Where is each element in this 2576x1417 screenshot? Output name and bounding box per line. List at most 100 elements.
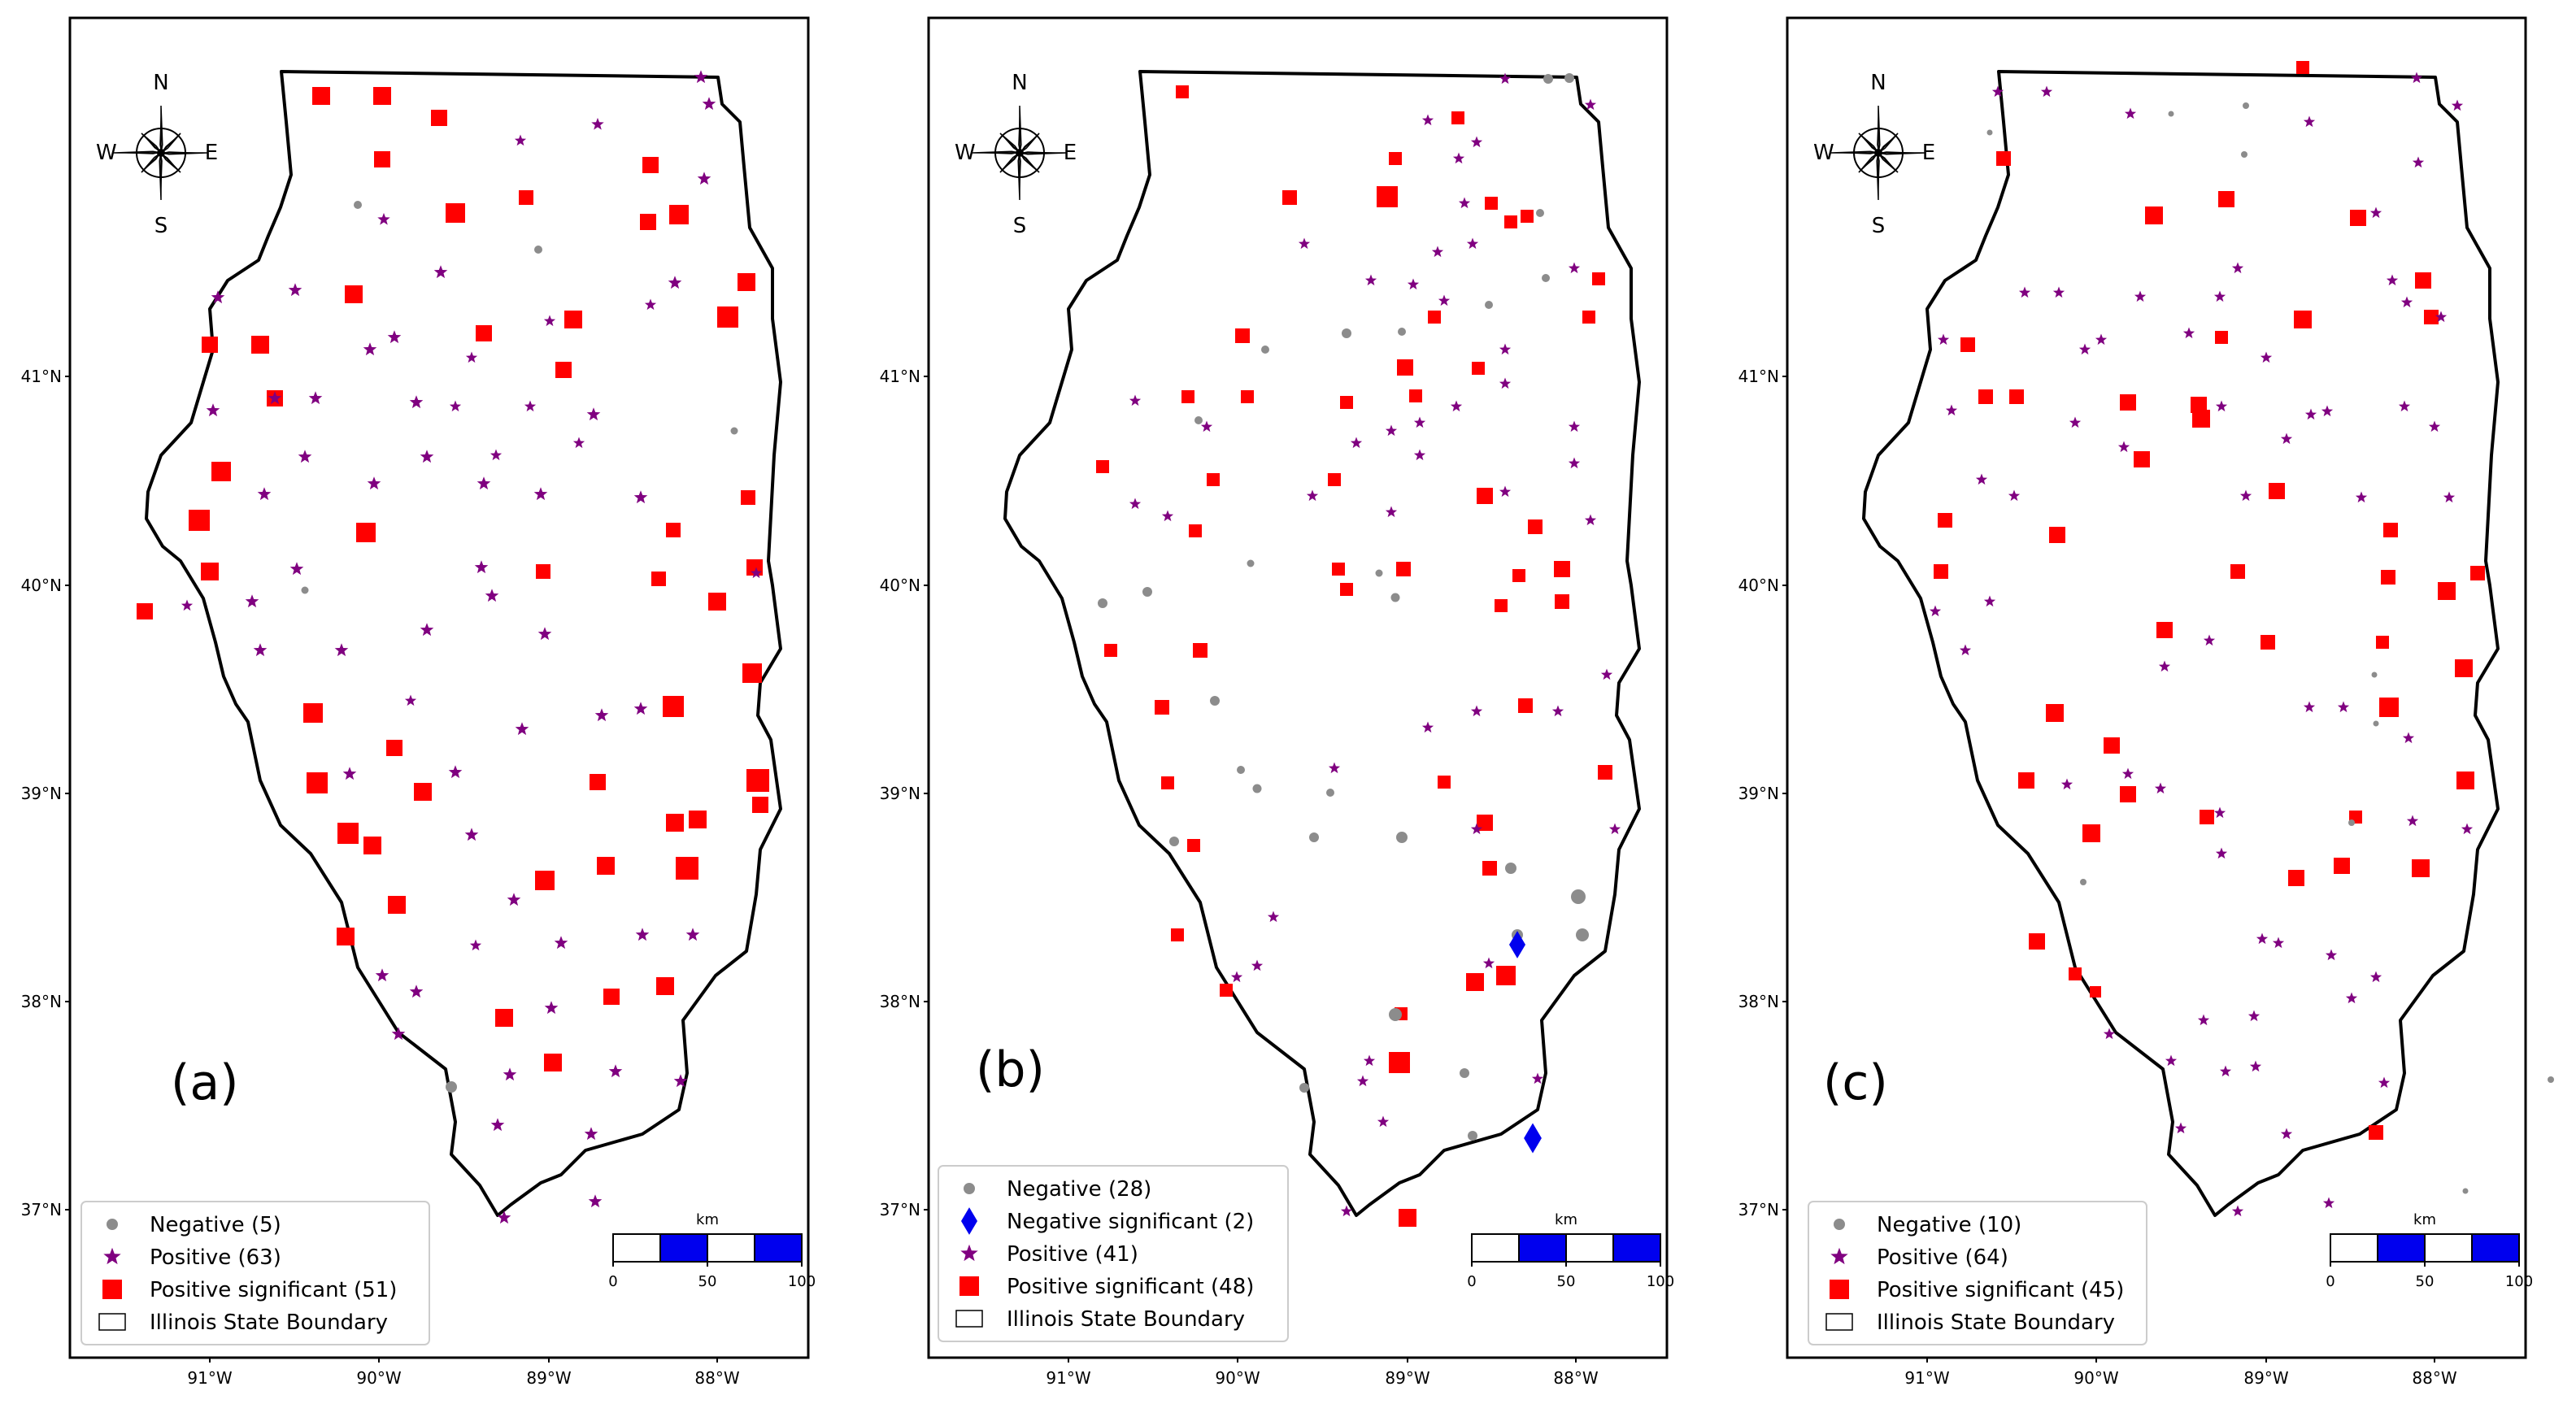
positive-significant-marker (1282, 190, 1297, 205)
positive-marker (1608, 823, 1621, 835)
positive-marker (2215, 400, 2228, 412)
positive-significant-marker (1389, 152, 1402, 165)
negative-marker (1252, 784, 1262, 793)
positive-significant-marker (1104, 644, 1117, 657)
positive-significant-marker (1512, 569, 1525, 582)
scale-label: 100 (2505, 1273, 2533, 1290)
positive-significant-marker (1332, 563, 1345, 576)
positive-significant-marker (2424, 310, 2439, 324)
positive-significant-marker (666, 814, 684, 832)
positive-marker (1385, 506, 1398, 518)
scale-label: 100 (788, 1273, 816, 1290)
positive-significant-marker (1161, 776, 1174, 789)
lat-tick-label: 37°N (1738, 1200, 1779, 1219)
positive-marker (2069, 416, 2082, 428)
positive-significant-marker (373, 87, 391, 105)
positive-significant-marker (1495, 599, 1508, 612)
positive-marker (420, 450, 434, 463)
lon-ticks: 91°W 90°W 89°W 88°W (1904, 1358, 2457, 1388)
positive-marker (694, 70, 708, 84)
legend-label: Negative significant (2) (1007, 1210, 1254, 1234)
positive-marker (334, 643, 349, 657)
positive-significant-marker (1555, 594, 1569, 609)
positive-significant-marker (519, 190, 533, 205)
positive-significant-marker (476, 325, 492, 341)
negative-marker (2371, 672, 2378, 678)
positive-significant-marker (640, 214, 656, 230)
lon-tick-label: 91°W (1046, 1368, 1090, 1388)
positive-marker (2428, 420, 2441, 432)
positive-marker (1306, 489, 1319, 502)
positive-marker (1328, 762, 1341, 774)
negative-marker (1326, 789, 1334, 797)
positive-marker (668, 276, 682, 289)
positive-marker (644, 298, 657, 311)
positive-significant-marker (1477, 815, 1493, 831)
positive-significant-marker (1189, 524, 1202, 537)
negative-marker (1098, 598, 1107, 608)
lat-ticks: 41°N 40°N 39°N 38°N 37°N (880, 367, 929, 1219)
legend-label: Positive (63) (150, 1245, 281, 1270)
positive-significant-marker (337, 823, 359, 844)
positive-significant-marker (1504, 215, 1517, 228)
scale-label: 0 (2326, 1273, 2334, 1290)
positive-marker (2231, 262, 2244, 274)
map-c: 41°N 40°N 39°N 38°N 37°N 91°W 90°W 89°W 88°W N S… (1738, 16, 2554, 1388)
positive-marker (1959, 644, 1972, 656)
positive-significant-marker (717, 306, 738, 328)
positive-significant-marker (2192, 410, 2210, 428)
positive-significant-marker (1409, 389, 1422, 402)
lon-tick-label: 89°W (1385, 1368, 1429, 1388)
compass-e-label: E (205, 141, 218, 165)
compass-w-label: W (1813, 141, 1834, 165)
negative-marker (1142, 587, 1152, 597)
compass-rose-icon: N S E W (1813, 71, 1935, 238)
positive-marker (960, 1244, 978, 1262)
positive-significant-marker (2046, 704, 2064, 722)
positive-marker (2406, 815, 2419, 827)
positive-marker (514, 134, 527, 146)
positive-marker (1929, 605, 1942, 617)
positive-significant-marker (2261, 635, 2275, 650)
negative-marker (446, 1081, 457, 1093)
positive-significant-marker (1934, 564, 1948, 579)
positive-marker (515, 722, 529, 736)
positive-marker (367, 476, 381, 490)
lon-tick-label: 90°W (2073, 1368, 2118, 1388)
positive-significant-marker (303, 703, 323, 723)
positive-significant-marker (2334, 858, 2350, 874)
positive-marker (2040, 85, 2053, 98)
positive-significant-marker (2090, 986, 2101, 998)
positive-marker (685, 928, 700, 941)
positive-marker (1431, 246, 1444, 258)
positive-marker (1499, 72, 1512, 85)
positive-significant-marker (2082, 824, 2100, 842)
positive-marker (1267, 911, 1280, 923)
legend-label: Illinois State Boundary (150, 1311, 388, 1335)
positive-significant-marker (1830, 1280, 1849, 1299)
positive-marker (476, 476, 491, 490)
positive-significant-marker (1466, 973, 1484, 991)
lat-tick-label: 39°N (21, 784, 62, 803)
positive-marker (1482, 957, 1495, 969)
negative-marker (1396, 832, 1408, 843)
positive-significant-marker (363, 837, 381, 854)
positive-significant-marker (663, 696, 684, 717)
positive-marker (1600, 668, 1613, 680)
positive-significant-marker (1328, 473, 1341, 486)
positive-significant-marker (1996, 151, 2011, 166)
positive-significant-marker (345, 285, 363, 303)
positive-marker (2231, 1205, 2244, 1217)
negative-marker (1485, 301, 1493, 309)
positive-marker (2303, 115, 2316, 128)
positive-marker (543, 315, 556, 327)
positive-significant-marker (1220, 984, 1233, 997)
positive-marker (1450, 400, 1463, 412)
positive-marker (1499, 485, 1512, 498)
positive-marker (298, 450, 312, 463)
negative-marker (1342, 328, 1351, 338)
negative-marker (107, 1219, 118, 1230)
lat-ticks: 41°N 40°N 39°N 38°N 37°N (21, 367, 70, 1219)
positive-marker (391, 1027, 406, 1041)
positive-significant-marker (2009, 389, 2024, 404)
